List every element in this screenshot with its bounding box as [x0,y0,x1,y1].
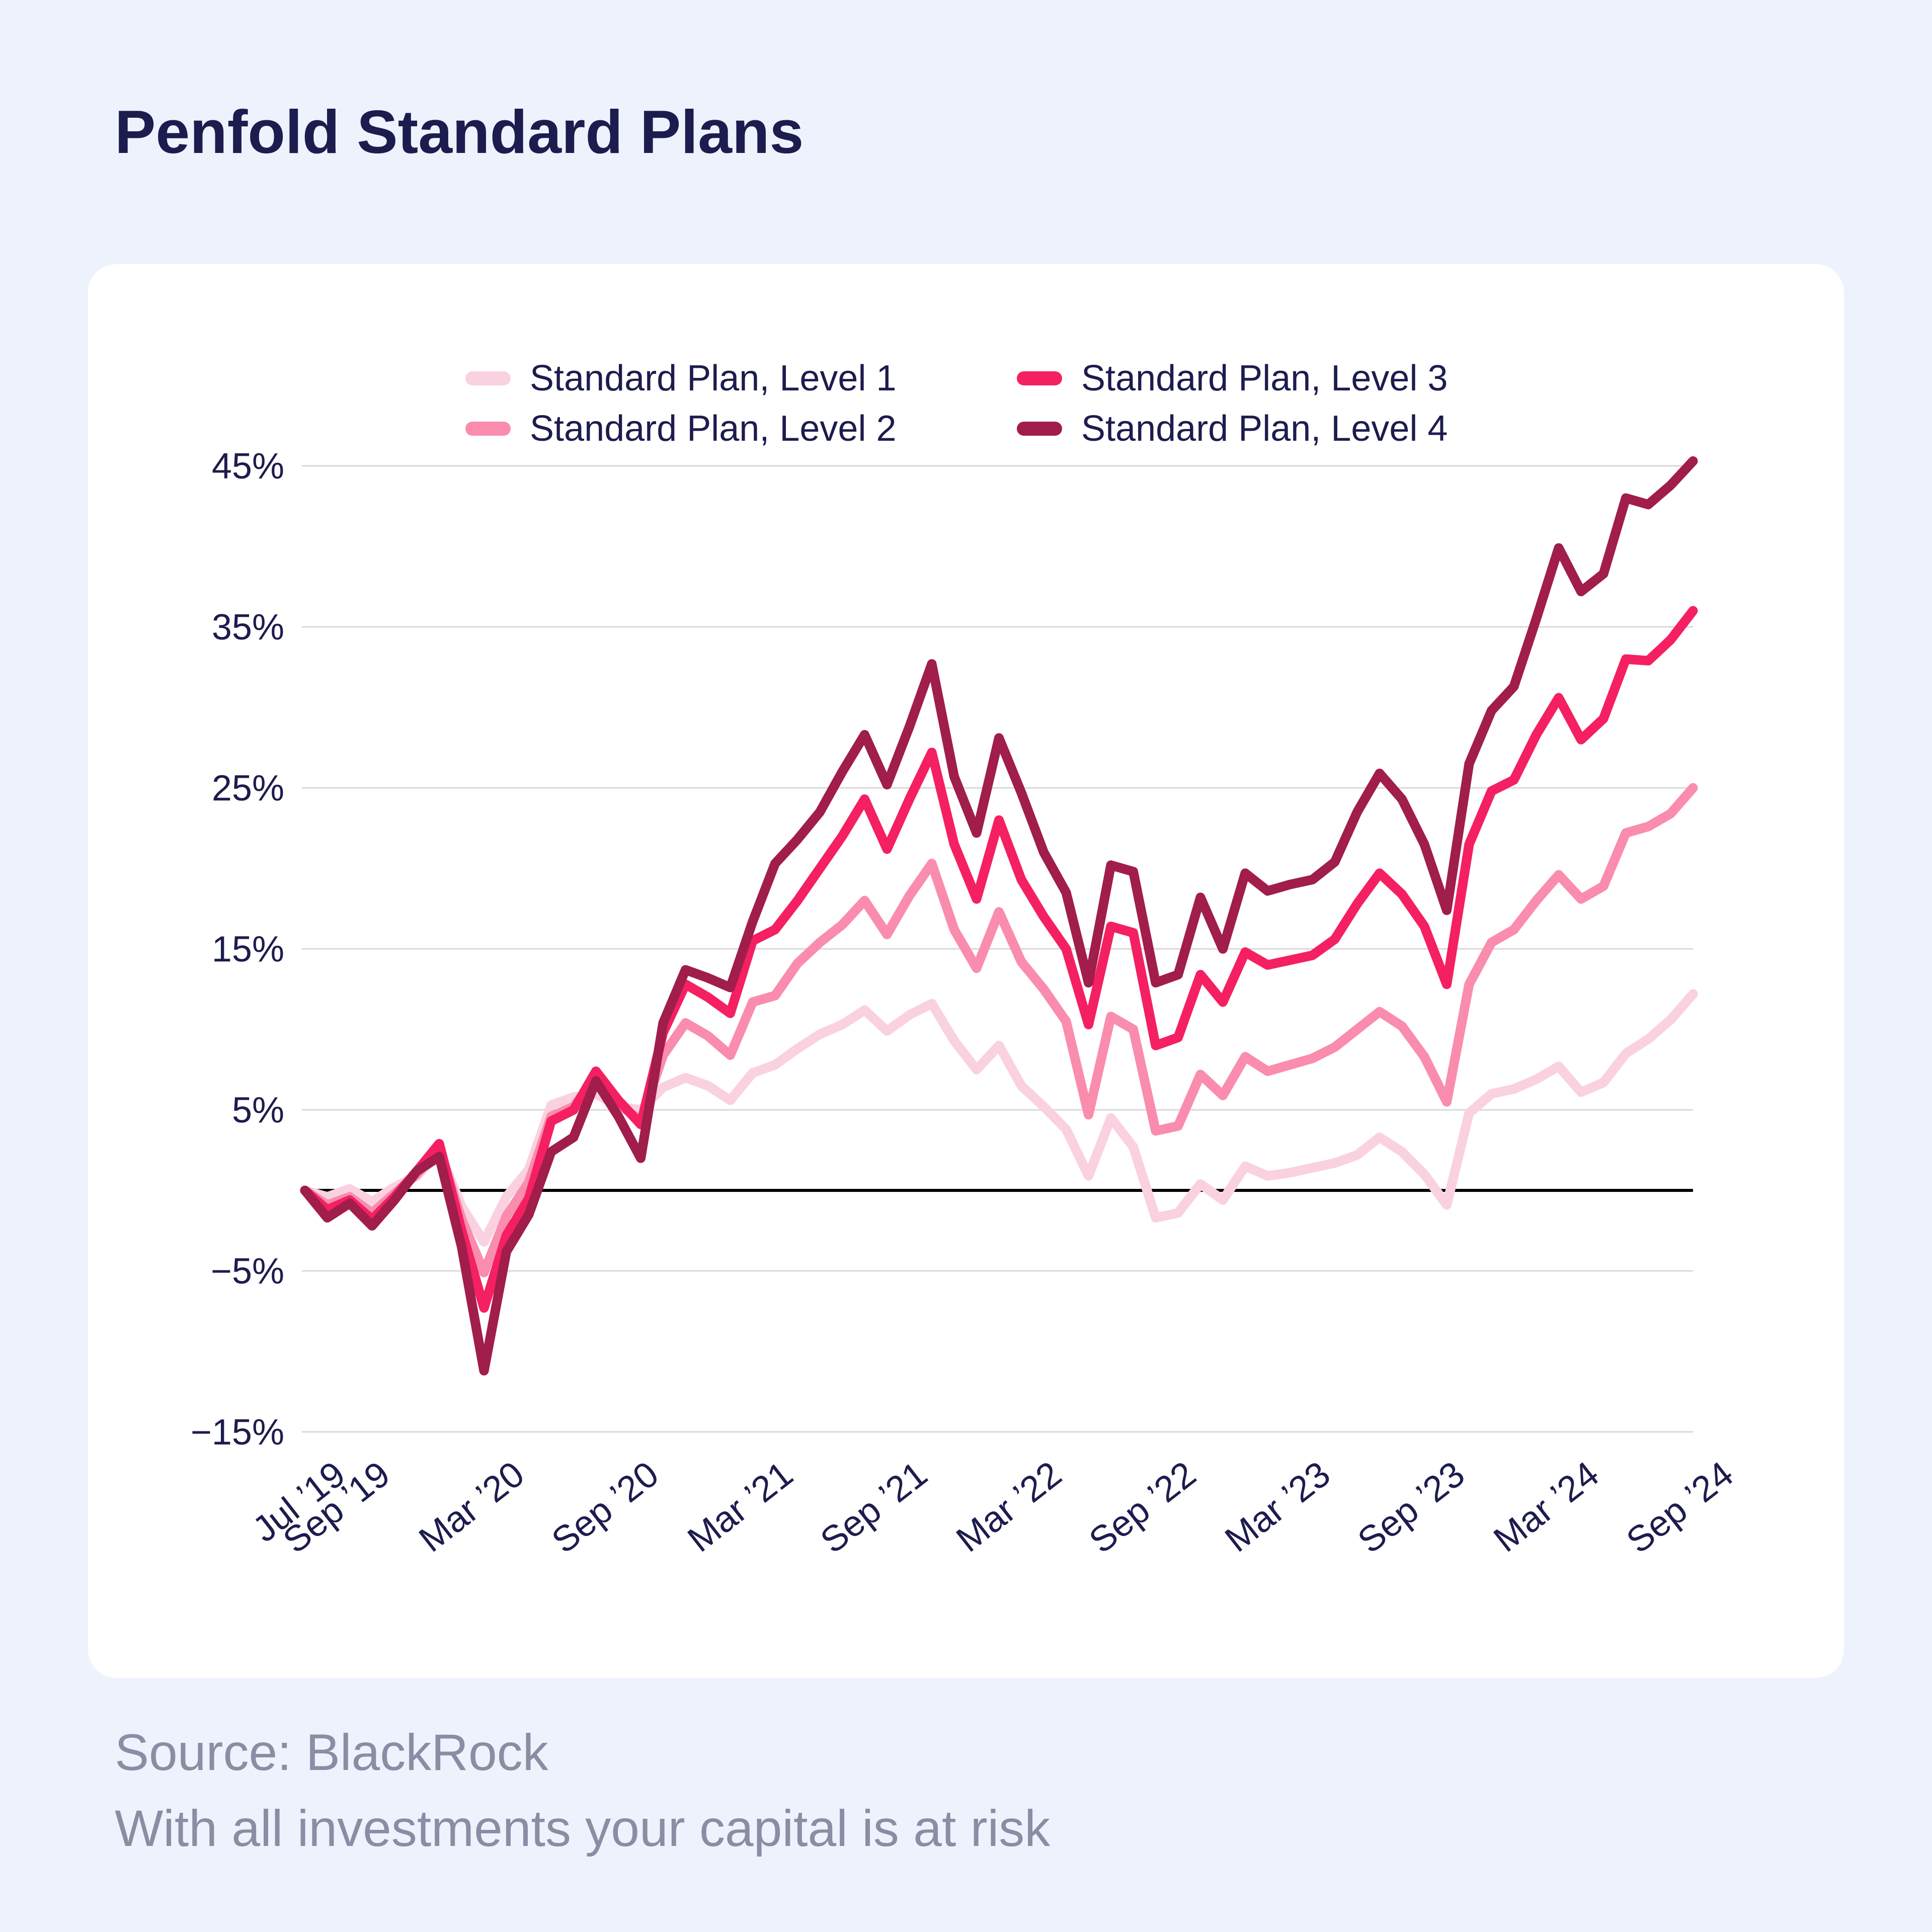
page-title: Penfold Standard Plans [115,98,804,166]
chart-card: 45% 35% 25% 15% 5% −5% −15% Jul ’19 Sep ’19 Mar … [88,264,1844,1678]
legend-item: Standard Plan, Level 4 [1017,409,1448,449]
legend-label-level-1: Standard Plan, Level 1 [530,358,897,398]
x-tick-label: Mar ’23 [1218,1454,1337,1560]
y-tick-label: 25% [212,768,284,809]
x-tick-label: Sep ’20 [544,1454,666,1561]
y-tick-label: 35% [212,607,284,648]
legend-item: Standard Plan, Level 1 [465,358,897,398]
x-tick-label: Mar ’24 [1486,1454,1606,1560]
legend-swatch-level-1 [465,371,511,385]
y-axis-labels: 45% 35% 25% 15% 5% −5% −15% [191,446,284,1453]
x-tick-label: Sep ’23 [1350,1454,1472,1561]
gridlines [302,465,1693,1433]
x-tick-label: Sep ’21 [813,1454,935,1561]
y-tick-label: 15% [212,929,284,970]
legend-label-level-4: Standard Plan, Level 4 [1081,409,1448,449]
y-tick-label: −5% [211,1251,284,1292]
source-note: Source: BlackRock With all investments y… [115,1715,1050,1867]
series-line-level-3 [300,606,1698,1313]
legend-item: Standard Plan, Level 3 [1017,358,1448,398]
series-lines [300,456,1698,1376]
legend-swatch-level-4 [1017,422,1062,436]
x-tick-label: Mar ’22 [949,1454,1069,1560]
x-tick-label: Mar ’21 [680,1454,800,1560]
y-tick-label: 5% [232,1090,284,1131]
x-tick-label: Sep ’24 [1619,1454,1741,1561]
risk-warning-line: With all investments your capital is at … [115,1799,1051,1857]
legend-item: Standard Plan, Level 2 [465,409,897,449]
series-line-level-2 [300,783,1698,1277]
chart-legend: Standard Plan, Level 1 Standard Plan, Lev… [465,358,1448,449]
y-tick-label: −15% [191,1412,284,1453]
x-tick-label: Sep ’22 [1082,1454,1203,1561]
legend-swatch-level-3 [1017,371,1062,385]
legend-swatch-level-2 [465,422,511,436]
legend-label-level-2: Standard Plan, Level 2 [530,409,897,449]
series-line-level-4 [300,456,1698,1376]
y-tick-label: 45% [212,446,284,487]
x-tick-label: Mar ’20 [412,1454,531,1560]
source-line: Source: BlackRock [115,1724,548,1781]
legend-label-level-3: Standard Plan, Level 3 [1081,358,1448,398]
